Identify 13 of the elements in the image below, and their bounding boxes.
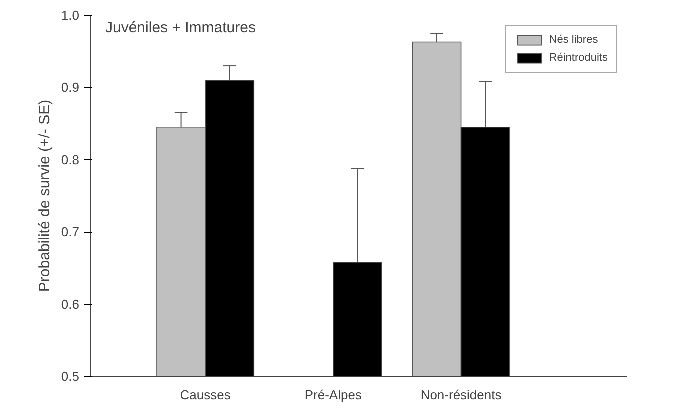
- y-tick-label: 0.9: [61, 80, 80, 96]
- y-axis-title: Probabilité de survie (+/- SE): [36, 100, 54, 292]
- x-tick-label: Causses: [180, 388, 232, 402]
- y-tick-label: 0.8: [61, 152, 80, 168]
- y-tick-label: 0.6: [61, 296, 80, 312]
- y-tick-label: 0.5: [61, 369, 80, 384]
- x-tick-label: Pré-Alpes: [304, 388, 362, 402]
- y-tick-label: 0.7: [61, 224, 80, 240]
- x-tick-label: Non-résidents: [420, 388, 502, 402]
- legend-label: Nés libres: [549, 34, 598, 46]
- y-tick-label: 1.0: [61, 8, 80, 23]
- chart-title: Juvéniles + Immatures: [106, 20, 256, 36]
- legend-label: Réintroduits: [549, 52, 608, 64]
